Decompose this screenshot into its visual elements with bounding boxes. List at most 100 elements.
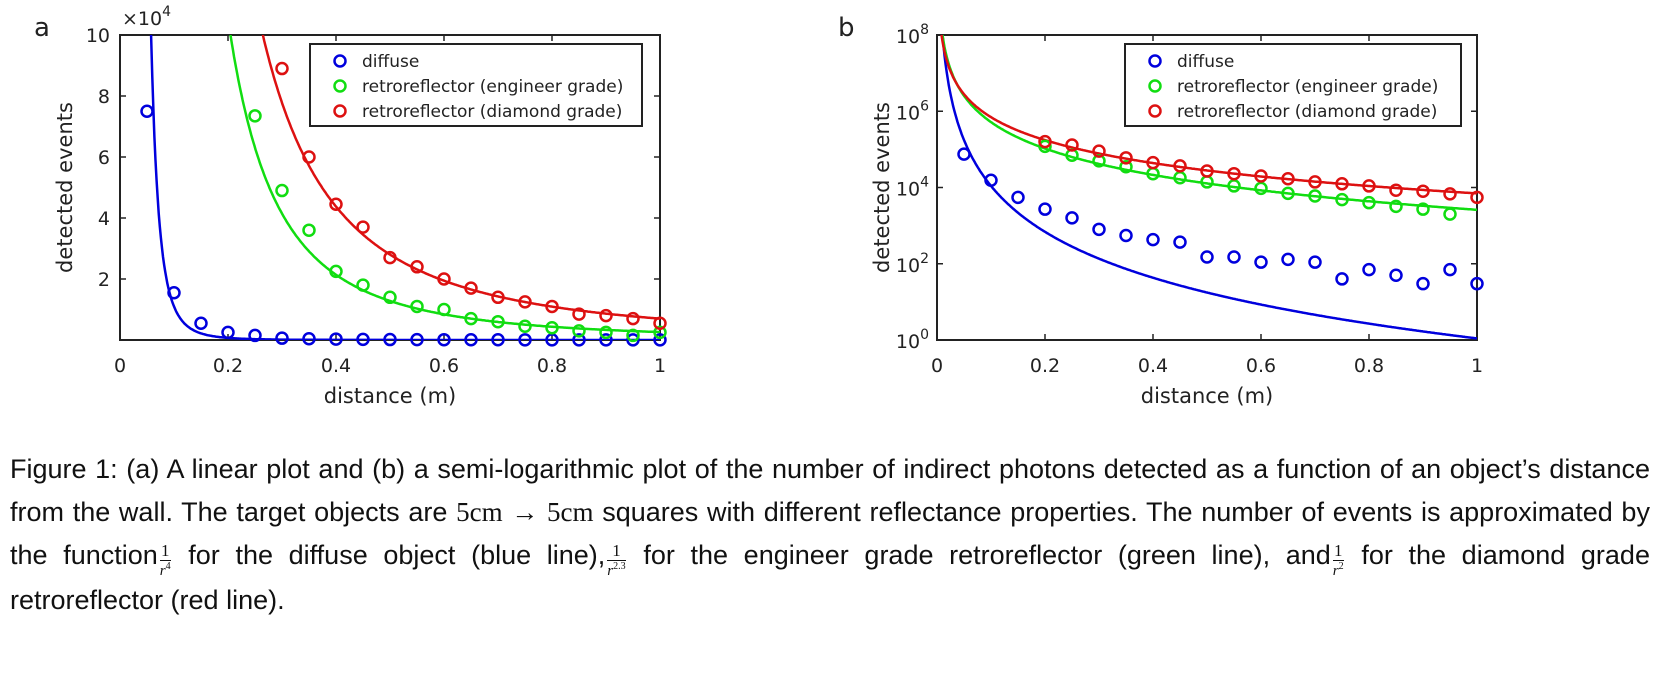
data-point-diffuse <box>1146 232 1160 247</box>
data-point-engineer <box>1362 195 1376 210</box>
data-point-diffuse <box>518 333 532 347</box>
fraction-base: r <box>607 563 614 580</box>
data-point-diffuse <box>1389 268 1403 282</box>
data-point-diffuse <box>383 332 397 347</box>
data-point-engineer <box>599 325 613 340</box>
data-point-engineer <box>302 223 316 237</box>
data-point-diffuse <box>1227 250 1241 264</box>
data-point-diffuse <box>1443 262 1457 277</box>
x-tick-label: 0.4 <box>321 355 351 377</box>
y-tick-label: 8 <box>98 86 110 108</box>
legend-entry: retroreflector (diamond grade) <box>362 102 622 122</box>
y-tick-label: 10 <box>86 25 110 47</box>
data-point-engineer <box>1092 154 1106 168</box>
data-point-diamond <box>1254 169 1268 183</box>
x-tick-label: 0.8 <box>1354 355 1384 377</box>
data-point-diffuse <box>1119 228 1133 243</box>
data-point-diffuse <box>1065 211 1079 225</box>
data-point-engineer <box>518 319 532 334</box>
y-tick-exponent: 0 <box>920 327 929 343</box>
legend-marker-engineer <box>333 79 347 93</box>
data-point-diffuse <box>1200 250 1214 264</box>
data-point-engineer <box>1389 199 1403 214</box>
data-point-diffuse <box>221 325 235 340</box>
legend-entry: retroreflector (engineer grade) <box>1177 77 1438 97</box>
x-axis-label: distance (m) <box>1141 384 1274 408</box>
fraction-exponent: 4 <box>165 561 171 573</box>
data-point-diamond <box>1389 183 1403 197</box>
fit-curve-diamond <box>940 35 1477 195</box>
x-tick-label: 1 <box>1471 355 1483 377</box>
y-tick-label: 104 <box>896 175 929 201</box>
caption-fraction-diffuse: 1 r4 <box>159 542 171 579</box>
caption-fraction-diamond: 1 r2 <box>1332 542 1344 579</box>
data-point-diamond <box>356 220 370 234</box>
data-point-diffuse <box>302 332 316 346</box>
y-tick-label: 2 <box>98 269 110 291</box>
caption-lead: Figure 1: (a) A linear plot and (b) a se… <box>10 454 1650 527</box>
data-point-diffuse <box>464 333 478 347</box>
data-point-engineer <box>1443 207 1457 221</box>
y-exponent-label: ×104 <box>122 4 171 30</box>
x-tick-label: 0.6 <box>429 355 459 377</box>
data-point-diffuse <box>1254 255 1268 269</box>
caption-size-a: 5cm <box>456 497 503 527</box>
data-point-diffuse <box>329 332 343 346</box>
data-point-diffuse <box>957 147 971 161</box>
data-point-diffuse <box>248 328 262 343</box>
data-point-diffuse <box>599 333 613 347</box>
data-point-engineer <box>1416 202 1430 216</box>
y-tick-base: 10 <box>896 331 920 353</box>
data-point-diamond <box>572 307 586 321</box>
data-point-diamond <box>464 281 478 295</box>
data-point-diamond <box>1119 151 1133 165</box>
data-point-diamond <box>1308 175 1322 189</box>
figure-caption: Figure 1: (a) A linear plot and (b) a se… <box>10 448 1650 622</box>
legend-entry: diffuse <box>362 52 419 72</box>
data-point-diamond <box>1227 166 1241 181</box>
data-point-diffuse <box>140 104 154 118</box>
data-point-diamond <box>302 150 316 164</box>
legend-marker-engineer <box>1148 79 1162 93</box>
data-point-engineer <box>275 183 289 198</box>
panel-label: b <box>838 13 855 43</box>
data-point-diffuse <box>1092 222 1106 237</box>
data-point-engineer <box>572 324 586 338</box>
data-point-diffuse <box>1281 252 1295 267</box>
y-tick-base: 10 <box>896 26 920 48</box>
fit-curve-diffuse <box>149 35 660 340</box>
data-point-diffuse <box>1416 276 1430 291</box>
data-point-diffuse <box>275 331 289 345</box>
x-tick-label: 0.2 <box>213 355 243 377</box>
y-tick-base: 10 <box>896 179 920 201</box>
y-tick-label: 108 <box>896 22 929 48</box>
x-tick-label: 0 <box>931 355 943 377</box>
caption-mid3: for the engineer grade retroreflector (g… <box>643 540 1331 570</box>
data-point-engineer <box>653 325 667 340</box>
fit-curve-diamond <box>261 35 660 320</box>
data-point-diffuse <box>1011 190 1025 205</box>
data-point-engineer <box>1308 189 1322 203</box>
y-tick-label: 102 <box>896 251 929 277</box>
data-point-engineer <box>545 321 559 335</box>
data-point-diffuse <box>437 332 451 347</box>
data-point-engineer <box>1254 181 1268 196</box>
fraction-denominator: r4 <box>160 561 171 579</box>
legend-entry: retroreflector (engineer grade) <box>362 77 623 97</box>
y-tick-exponent: 2 <box>920 251 929 267</box>
y-tick-label: 100 <box>896 327 929 353</box>
y-axis-label: detected events <box>870 102 894 273</box>
x-tick-label: 0.8 <box>537 355 567 377</box>
data-point-diamond <box>1173 159 1187 173</box>
data-point-diamond <box>1416 184 1430 198</box>
fraction-denominator: r2.3 <box>607 561 625 579</box>
fraction-exponent: 2 <box>1338 561 1344 573</box>
data-point-diamond <box>1200 164 1214 178</box>
data-point-diffuse <box>1038 202 1052 216</box>
caption-fraction-engineer: 1 r2.3 <box>607 542 626 579</box>
data-point-engineer <box>356 278 370 292</box>
data-point-diamond <box>653 316 667 330</box>
